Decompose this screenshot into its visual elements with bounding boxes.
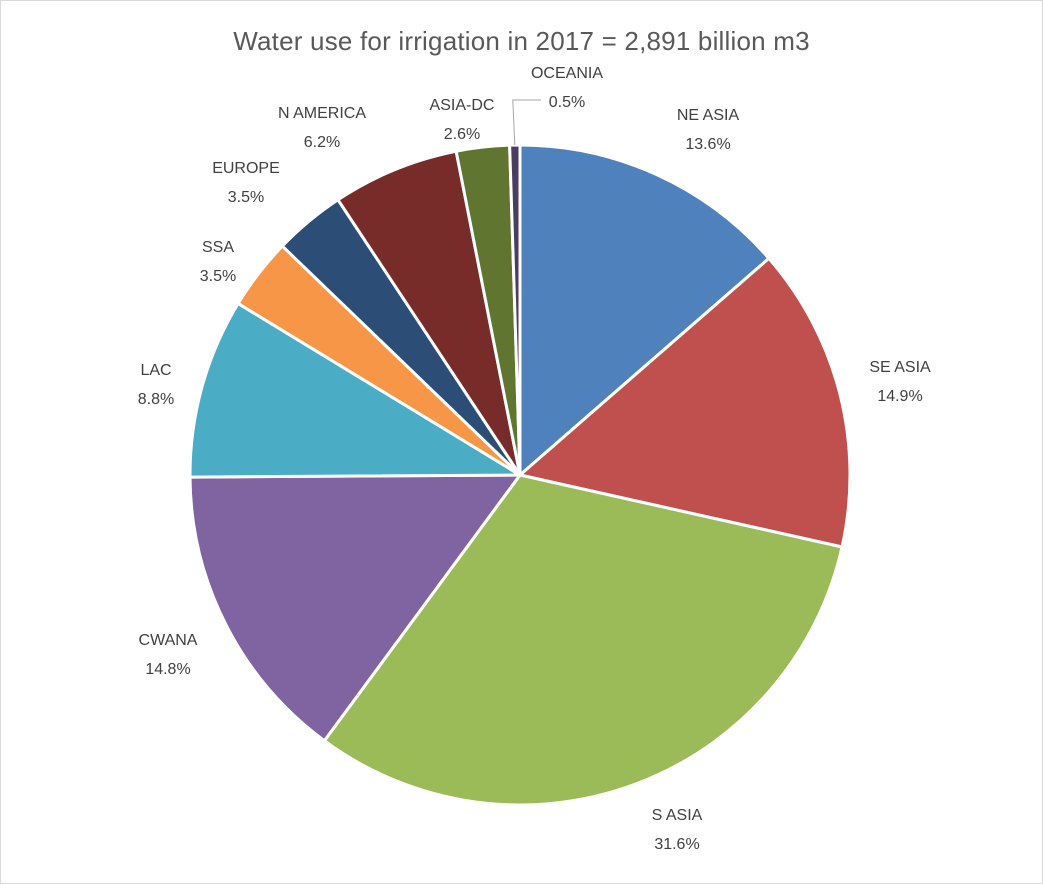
slice-value-europe: 3.5% bbox=[228, 189, 264, 206]
chart-title: Water use for irrigation in 2017 = 2,891… bbox=[233, 26, 810, 56]
slice-value-asia-dc: 2.6% bbox=[444, 126, 480, 143]
slice-label-ssa: SSA bbox=[202, 239, 234, 256]
slice-value-lac: 8.8% bbox=[138, 391, 174, 408]
pie-slice-se-asia bbox=[518, 256, 852, 549]
slice-value-cwana: 14.8% bbox=[145, 661, 190, 678]
slice-label-ne-asia: NE ASIA bbox=[677, 107, 740, 124]
pie-slices bbox=[188, 143, 852, 807]
slice-label-s-asia: S ASIA bbox=[652, 807, 703, 824]
slice-label-lac: LAC bbox=[140, 362, 171, 379]
slice-label-n-america: N AMERICA bbox=[278, 105, 366, 122]
pie-slice-cwana bbox=[188, 473, 522, 743]
pie-slice-ne-asia bbox=[518, 143, 771, 477]
slice-label-oceania: OCEANIA bbox=[531, 65, 603, 82]
data-labels: NE ASIA 13.6% SE ASIA 14.9% S ASIA 31.6% CWANA… bbox=[138, 65, 931, 853]
pie-slice-lac bbox=[188, 301, 522, 479]
slice-label-cwana: CWANA bbox=[139, 632, 198, 649]
slice-value-oceania: 0.5% bbox=[549, 94, 585, 111]
slice-label-se-asia: SE ASIA bbox=[869, 359, 931, 376]
slice-value-s-asia: 31.6% bbox=[654, 836, 699, 853]
slice-value-ssa: 3.5% bbox=[200, 268, 236, 285]
slice-value-ne-asia: 13.6% bbox=[685, 136, 730, 153]
slice-value-n-america: 6.2% bbox=[304, 134, 340, 151]
leader-line-oceania bbox=[512, 99, 541, 146]
slice-label-asia-dc: ASIA-DC bbox=[430, 97, 495, 114]
slice-value-se-asia: 14.9% bbox=[877, 388, 922, 405]
leader-lines bbox=[512, 99, 541, 146]
pie-slice-n-america bbox=[336, 149, 522, 477]
pie-slice-s-asia bbox=[322, 473, 844, 807]
pie-slice-oceania bbox=[508, 143, 522, 477]
slice-label-europe: EUROPE bbox=[212, 160, 280, 177]
